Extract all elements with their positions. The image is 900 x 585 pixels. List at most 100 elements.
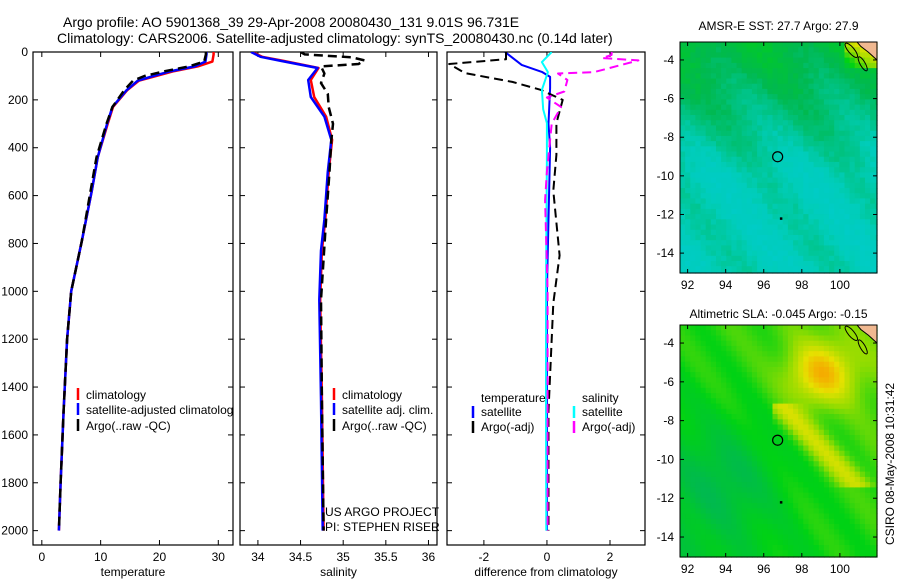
map-cell xyxy=(721,151,727,158)
map-cell xyxy=(829,471,835,478)
map-cell xyxy=(865,497,871,504)
map-cell xyxy=(685,377,691,384)
map-cell xyxy=(700,68,707,74)
map-cell xyxy=(839,335,845,342)
map-cell xyxy=(721,99,727,106)
map-cell xyxy=(705,545,712,551)
map-cell xyxy=(762,508,768,515)
map-cell xyxy=(680,356,686,363)
map-cell xyxy=(716,345,722,352)
map-cell xyxy=(705,172,712,179)
map-cell xyxy=(762,482,768,488)
map-cell xyxy=(777,550,784,556)
map-cell xyxy=(767,78,774,85)
map-cell xyxy=(829,94,835,100)
map-cell xyxy=(777,524,784,530)
map-cell xyxy=(757,497,763,504)
map-cell xyxy=(757,261,763,267)
map-cell xyxy=(716,377,722,384)
map-cell xyxy=(865,518,871,525)
map-cell xyxy=(859,471,866,478)
map-cell xyxy=(818,177,825,184)
map-cell xyxy=(716,545,722,551)
map-cell xyxy=(875,518,878,525)
map-cell xyxy=(705,151,712,158)
map-cell xyxy=(695,351,702,357)
map-cell xyxy=(710,83,717,90)
map-cell xyxy=(710,387,717,394)
map-cell xyxy=(726,130,732,137)
map-cell xyxy=(772,508,779,515)
map-cell xyxy=(685,167,691,173)
map-cell xyxy=(741,503,748,509)
map-cell xyxy=(777,52,784,59)
map-cell xyxy=(746,115,753,121)
map-cell xyxy=(695,545,702,551)
map-cell xyxy=(731,335,738,342)
map-cell xyxy=(803,518,809,525)
map-cell xyxy=(793,440,799,446)
map-cell xyxy=(716,471,722,478)
map-cell xyxy=(823,141,830,147)
map-cell xyxy=(818,534,825,541)
map-cell xyxy=(798,545,804,551)
map-cell xyxy=(731,445,738,452)
argo-location-marker xyxy=(772,434,784,446)
map-cell xyxy=(741,414,748,420)
map-cell xyxy=(813,88,820,95)
map-cell xyxy=(818,130,825,137)
map-cell xyxy=(716,497,722,504)
map-cell xyxy=(793,529,799,536)
map-cell xyxy=(859,476,866,483)
map-cell xyxy=(844,435,851,441)
map-cell xyxy=(813,471,820,478)
map-cell xyxy=(726,261,732,267)
map-cell xyxy=(839,476,845,483)
map-cell xyxy=(870,534,876,541)
map-cell xyxy=(721,435,727,441)
map-cell xyxy=(757,429,763,436)
map-cell xyxy=(870,94,876,100)
map-cell xyxy=(782,182,789,189)
map-cell xyxy=(849,62,856,69)
map-cell xyxy=(798,120,804,126)
map-cell xyxy=(741,393,748,399)
map-cell xyxy=(787,440,794,446)
map-cell xyxy=(746,229,753,236)
map-cell xyxy=(716,198,722,205)
map-cell xyxy=(695,513,702,520)
map-cell xyxy=(746,151,753,158)
map-cell xyxy=(726,487,732,494)
map-cell xyxy=(849,151,856,158)
map-cell xyxy=(865,366,871,373)
map-cell xyxy=(705,403,712,410)
map-cell xyxy=(870,340,876,347)
map-cell xyxy=(746,435,753,441)
map-cell xyxy=(762,208,768,215)
map-cell xyxy=(751,330,758,336)
map-cell xyxy=(782,414,789,420)
map-cell xyxy=(716,492,722,499)
map-cell xyxy=(736,545,743,551)
map-cell xyxy=(854,545,861,551)
map-cell xyxy=(818,356,825,363)
map-cell xyxy=(695,141,702,147)
map-cell xyxy=(710,167,717,173)
map-cell xyxy=(854,214,861,220)
map-cell xyxy=(726,550,732,556)
map-cell xyxy=(700,120,707,126)
plot-frame xyxy=(239,51,438,546)
map-cell xyxy=(787,419,794,426)
map-cell xyxy=(818,345,825,352)
map-cell xyxy=(834,325,840,331)
map-cell xyxy=(705,476,712,483)
map-cell xyxy=(777,99,784,106)
map-cell xyxy=(813,261,820,267)
map-cell xyxy=(875,214,878,220)
map-cell xyxy=(685,345,691,352)
map-cell xyxy=(736,135,743,142)
map-cell xyxy=(736,345,743,352)
x-tick-label: 30 xyxy=(212,550,226,564)
map-cell xyxy=(736,214,743,220)
map-cell xyxy=(777,104,784,111)
